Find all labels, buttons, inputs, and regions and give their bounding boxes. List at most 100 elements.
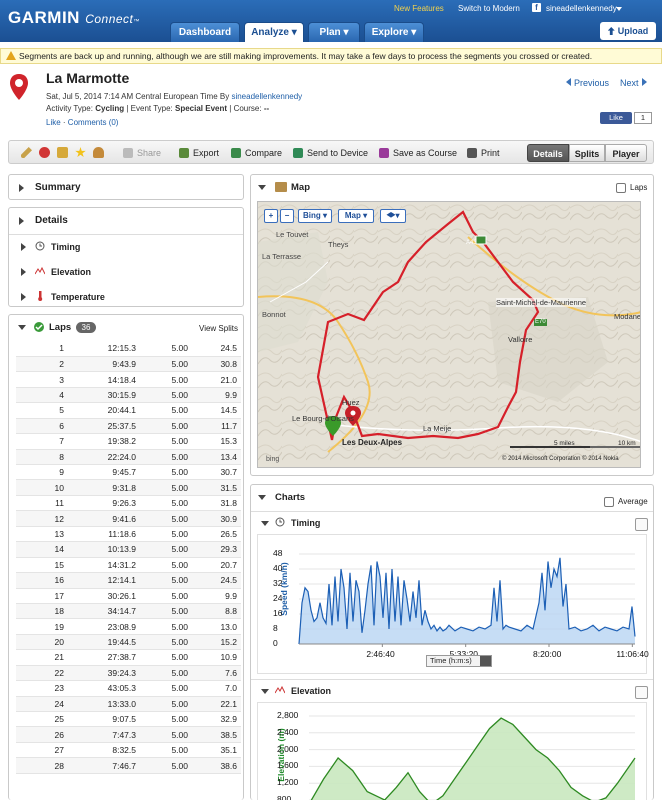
next-link[interactable]: Next: [620, 78, 647, 88]
summary-panel[interactable]: Summary: [8, 174, 244, 200]
lap-row[interactable]: 5 20:44.1 5.00 14.5: [16, 402, 241, 419]
course-value[interactable]: --: [263, 104, 270, 113]
lap-row[interactable]: 19 23:08.9 5.00 13.0: [16, 618, 241, 635]
lap-row[interactable]: 7 19:38.2 5.00 15.3: [16, 433, 241, 450]
lap-row[interactable]: 9 9:45.7 5.00 30.7: [16, 464, 241, 481]
lock-icon[interactable]: [57, 147, 68, 158]
laps-checkbox[interactable]: [616, 183, 626, 193]
speed-chart[interactable]: [257, 534, 647, 674]
view-player-button[interactable]: Player: [605, 144, 647, 162]
details-temperature[interactable]: Temperature: [51, 292, 105, 302]
expand-arrow-icon[interactable]: [21, 268, 26, 276]
map-canvas[interactable]: [258, 202, 641, 468]
lap-row[interactable]: 20 19:44.5 5.00 15.2: [16, 634, 241, 651]
lap-row[interactable]: 2 9:43.9 5.00 30.8: [16, 356, 241, 373]
activity-type-value[interactable]: Cycling: [95, 104, 125, 113]
lap-distance: 5.00: [140, 433, 192, 450]
zoom-in-button[interactable]: +: [264, 209, 278, 223]
lap-row[interactable]: 12 9:41.6 5.00 30.9: [16, 510, 241, 527]
lap-row[interactable]: 15 14:31.2 5.00 20.7: [16, 557, 241, 574]
details-timing[interactable]: Timing: [51, 242, 81, 252]
lap-row[interactable]: 18 34:14.7 5.00 8.8: [16, 603, 241, 620]
garmin-connect-logo[interactable]: GARMIN Connect™: [8, 8, 140, 27]
tab-dashboard[interactable]: Dashboard: [170, 22, 240, 42]
compare-button[interactable]: Compare: [231, 147, 282, 159]
previous-link[interactable]: Previous: [566, 78, 609, 88]
activity-title[interactable]: La Marmotte: [46, 70, 130, 86]
lap-speed: 14.5: [192, 402, 241, 419]
collapse-arrow-icon[interactable]: [258, 185, 266, 190]
tab-analyze[interactable]: Analyze ▾: [244, 22, 304, 42]
expand-chart-icon[interactable]: [635, 518, 648, 531]
lap-row[interactable]: 24 13:33.0 5.00 22.1: [16, 696, 241, 713]
tab-plan[interactable]: Plan ▾: [308, 22, 360, 42]
lap-time: 19:44.5: [68, 634, 140, 651]
details-header[interactable]: Details: [35, 215, 68, 226]
collapse-arrow-icon[interactable]: [18, 325, 26, 330]
route-map[interactable]: + − Bing ▾ Map ▾ ▾ Le Touvet La Terrasse…: [257, 201, 641, 468]
print-button[interactable]: Print: [467, 147, 500, 159]
lap-distance: 5.00: [140, 572, 192, 589]
save-as-course-button[interactable]: Save as Course: [379, 147, 457, 159]
speed-tick: 16: [273, 608, 283, 618]
lap-row[interactable]: 23 43:05.3 5.00 7.0: [16, 680, 241, 697]
like-link[interactable]: Like: [46, 118, 61, 127]
delete-icon[interactable]: [39, 147, 50, 158]
lap-row[interactable]: 25 9:07.5 5.00 32.9: [16, 711, 241, 728]
lap-row[interactable]: 26 7:47.3 5.00 38.5: [16, 726, 241, 743]
map-provider-select[interactable]: Bing ▾: [298, 209, 332, 223]
lap-row[interactable]: 3 14:18.4 5.00 21.0: [16, 371, 241, 388]
laps-header: Laps: [49, 322, 72, 333]
view-splits-button[interactable]: Splits: [569, 144, 605, 162]
upload-button[interactable]: Upload: [600, 22, 656, 40]
expand-arrow-icon[interactable]: [21, 243, 26, 251]
lap-distance: 5.00: [140, 634, 192, 651]
lap-row[interactable]: 1 12:15.3 5.00 24.5: [16, 341, 241, 357]
view-details-button[interactable]: Details: [527, 144, 569, 162]
lap-distance: 5.00: [140, 495, 192, 512]
lap-row[interactable]: 16 12:14.1 5.00 24.5: [16, 572, 241, 589]
lap-row[interactable]: 14 10:13.9 5.00 29.3: [16, 541, 241, 558]
event-type-value[interactable]: Special Event: [175, 104, 228, 113]
edit-pencil-icon[interactable]: [21, 147, 32, 158]
collapse-arrow-icon[interactable]: [258, 495, 266, 500]
comments-link[interactable]: Comments (0): [67, 118, 119, 127]
time-axis-select[interactable]: Time (h:m:s): [426, 655, 492, 667]
map-layers-button[interactable]: ▾: [380, 209, 406, 223]
lap-row[interactable]: 8 22:24.0 5.00 13.4: [16, 449, 241, 466]
lap-row[interactable]: 22 39:24.3 5.00 7.6: [16, 665, 241, 682]
activity-date: Sat, Jul 5, 2014 7:14 AM Central Europea…: [46, 92, 230, 101]
collapse-arrow-icon[interactable]: [261, 689, 269, 694]
elevation-chart[interactable]: [257, 702, 647, 800]
user-menu[interactable]: sineadellenkennedy: [546, 4, 617, 13]
collapse-arrow-icon[interactable]: [261, 521, 269, 526]
average-checkbox[interactable]: [604, 497, 614, 507]
details-elevation[interactable]: Elevation: [51, 267, 92, 277]
share-button[interactable]: Share: [123, 147, 161, 159]
lap-row[interactable]: 28 7:46.7 5.00 38.6: [16, 757, 241, 774]
send-to-device-button[interactable]: Send to Device: [293, 147, 368, 159]
lap-row[interactable]: 27 8:32.5 5.00 35.1: [16, 742, 241, 759]
lap-distance: 5.00: [140, 588, 192, 604]
map-type-select[interactable]: Map ▾: [338, 209, 374, 223]
facebook-like-button[interactable]: Like: [600, 112, 632, 124]
zoom-out-button[interactable]: −: [280, 209, 294, 223]
lap-row[interactable]: 10 9:31.8 5.00 31.5: [16, 479, 241, 496]
new-features-link[interactable]: New Features: [394, 4, 444, 13]
lap-row[interactable]: 17 30:26.1 5.00 9.9: [16, 588, 241, 604]
star-icon[interactable]: [75, 147, 86, 158]
lap-row[interactable]: 13 11:18.6 5.00 26.5: [16, 526, 241, 543]
switch-to-modern-link[interactable]: Switch to Modern: [458, 4, 520, 13]
lap-row[interactable]: 21 27:38.7 5.00 10.9: [16, 649, 241, 666]
people-icon[interactable]: [93, 147, 104, 158]
lap-row[interactable]: 11 9:26.3 5.00 31.8: [16, 495, 241, 512]
view-splits-link[interactable]: View Splits: [199, 324, 238, 333]
tab-explore[interactable]: Explore ▾: [364, 22, 424, 42]
lap-row[interactable]: 6 25:37.5 5.00 11.7: [16, 418, 241, 435]
author-link[interactable]: sineadellenkennedy: [231, 92, 303, 101]
expand-arrow-icon[interactable]: [21, 293, 26, 301]
expand-chart-icon[interactable]: [635, 686, 648, 699]
expand-arrow-icon[interactable]: [19, 217, 24, 225]
lap-row[interactable]: 4 30:15.9 5.00 9.9: [16, 387, 241, 404]
export-button[interactable]: Export: [179, 147, 219, 159]
